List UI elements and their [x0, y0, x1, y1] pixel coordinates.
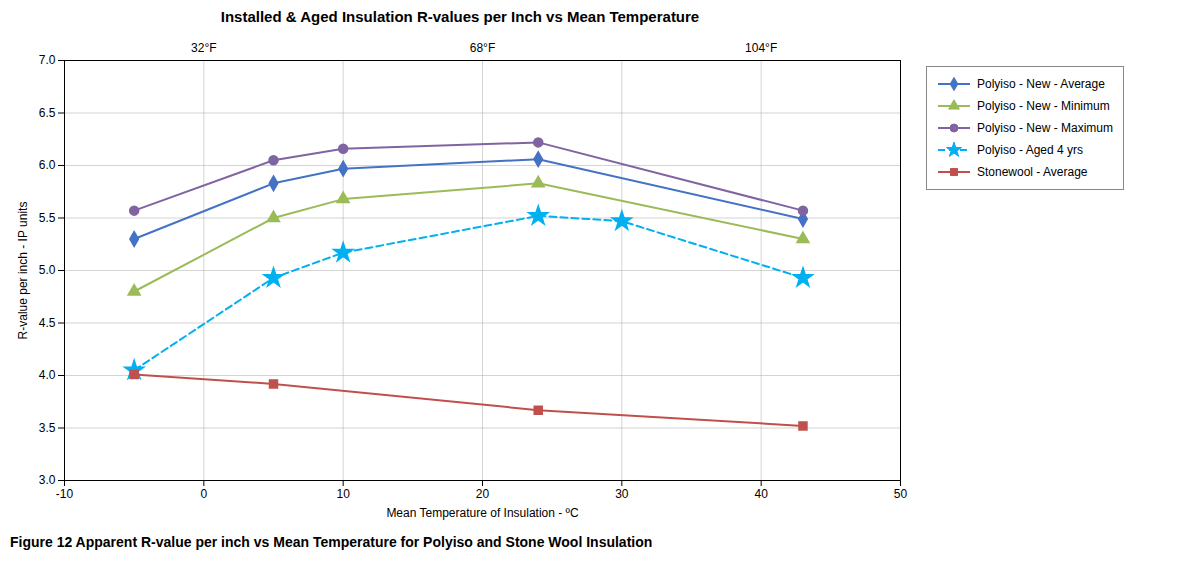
svg-text:40: 40: [754, 487, 768, 501]
svg-text:68°F: 68°F: [470, 41, 495, 55]
svg-text:5.0: 5.0: [39, 263, 56, 277]
svg-text:104°F: 104°F: [745, 41, 777, 55]
svg-text:Mean Temperature of Insulation: Mean Temperature of Insulation - ºC: [386, 506, 579, 520]
html-text:Polyiso - New - Average: Polyiso - New - Average: [977, 77, 1105, 91]
svg-text:10: 10: [336, 487, 350, 501]
svg-text:R-value per inch - IP units: R-value per inch - IP units: [16, 202, 30, 340]
svg-text:50: 50: [894, 487, 908, 501]
html-text:Polyiso - New - Minimum: Polyiso - New - Minimum: [977, 99, 1110, 113]
svg-text:4.5: 4.5: [39, 316, 56, 330]
svg-text:3.0: 3.0: [39, 473, 56, 487]
html-text:Figure 12 Apparent R-value per: Figure 12 Apparent R-value per inch vs M…: [10, 534, 653, 550]
svg-text:6.5: 6.5: [39, 106, 56, 120]
svg-text:32°F: 32°F: [191, 41, 216, 55]
html-text:Polyiso - New - Maximum: Polyiso - New - Maximum: [977, 121, 1113, 135]
svg-text:0: 0: [200, 487, 207, 501]
html-text:Polyiso - Aged 4 yrs: Polyiso - Aged 4 yrs: [977, 143, 1084, 157]
svg-text:3.5: 3.5: [39, 421, 56, 435]
svg-text:20: 20: [476, 487, 490, 501]
svg-text:7.0: 7.0: [39, 53, 56, 67]
html-text:Installed & Aged Insulation R-: Installed & Aged Insulation R-values per…: [220, 8, 700, 25]
svg-text:30: 30: [615, 487, 629, 501]
svg-text:-10: -10: [56, 487, 74, 501]
svg-text:6.0: 6.0: [39, 158, 56, 172]
svg-text:4.0: 4.0: [39, 368, 56, 382]
svg-text:5.5: 5.5: [39, 211, 56, 225]
html-text:Stonewool - Average: Stonewool - Average: [977, 165, 1088, 179]
